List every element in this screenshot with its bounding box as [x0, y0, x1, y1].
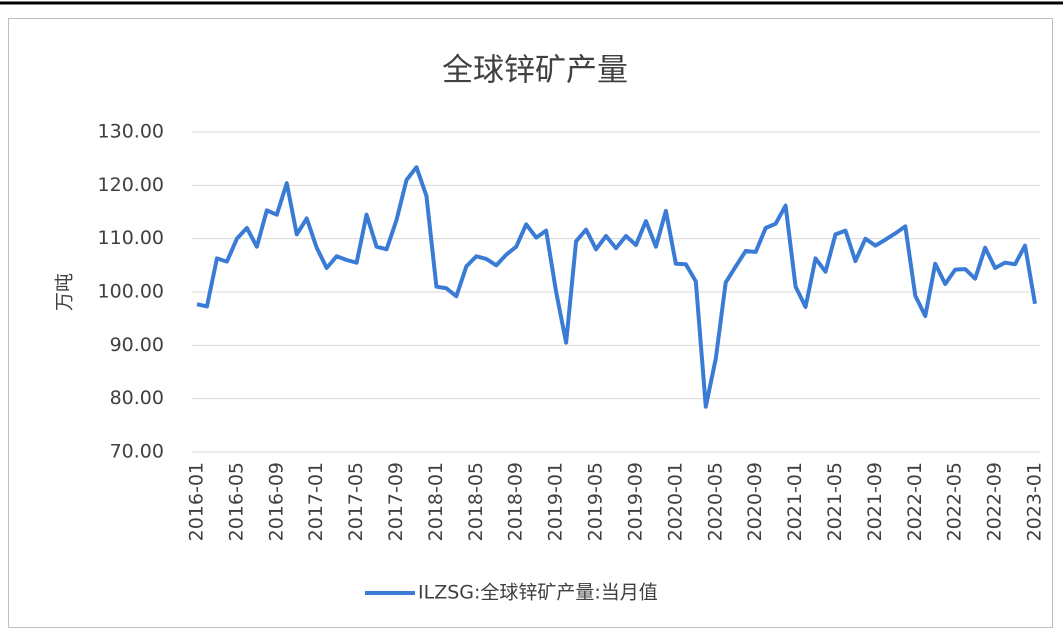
x-tick-label: 2020-01	[664, 462, 686, 541]
x-tick-label: 2020-05	[704, 462, 726, 541]
x-tick-label: 2018-09	[505, 462, 527, 541]
chart-frame	[8, 18, 1053, 628]
x-tick-label: 2021-09	[864, 462, 886, 541]
y-tick-label: 70.00	[110, 441, 164, 463]
x-tick-label: 2019-09	[624, 462, 646, 541]
x-tick-label: 2018-05	[465, 462, 487, 541]
legend-label: ILZSG:全球锌矿产量:当月值	[418, 582, 658, 604]
x-tick-label: 2016-09	[265, 462, 287, 541]
y-tick-label: 130.00	[98, 121, 164, 143]
y-tick-label: 110.00	[98, 227, 164, 249]
y-tick-label: 120.00	[98, 174, 164, 196]
x-tick-label: 2019-05	[585, 462, 607, 541]
x-tick-label: 2022-09	[984, 462, 1006, 541]
x-tick-label: 2021-01	[784, 462, 806, 541]
y-tick-label: 80.00	[110, 387, 164, 409]
x-tick-label: 2017-09	[385, 462, 407, 541]
x-tick-label: 2023-01	[1024, 462, 1046, 541]
series-line	[196, 165, 1037, 409]
x-tick-label: 2020-09	[744, 462, 766, 541]
x-tick-label: 2021-05	[824, 462, 846, 541]
x-tick-label: 2022-01	[904, 462, 926, 541]
y-axis-label: 万吨	[54, 273, 76, 311]
x-tick-label: 2016-01	[185, 462, 207, 541]
x-tick-label: 2018-01	[425, 462, 447, 541]
x-tick-label: 2019-01	[545, 462, 567, 541]
y-tick-label: 100.00	[98, 281, 164, 303]
chart-title: 全球锌矿产量	[442, 53, 628, 89]
x-tick-label: 2017-05	[345, 462, 367, 541]
y-tick-label: 90.00	[110, 334, 164, 356]
x-tick-label: 2017-01	[305, 462, 327, 541]
x-tick-label: 2022-05	[944, 462, 966, 541]
x-tick-label: 2016-05	[225, 462, 247, 541]
